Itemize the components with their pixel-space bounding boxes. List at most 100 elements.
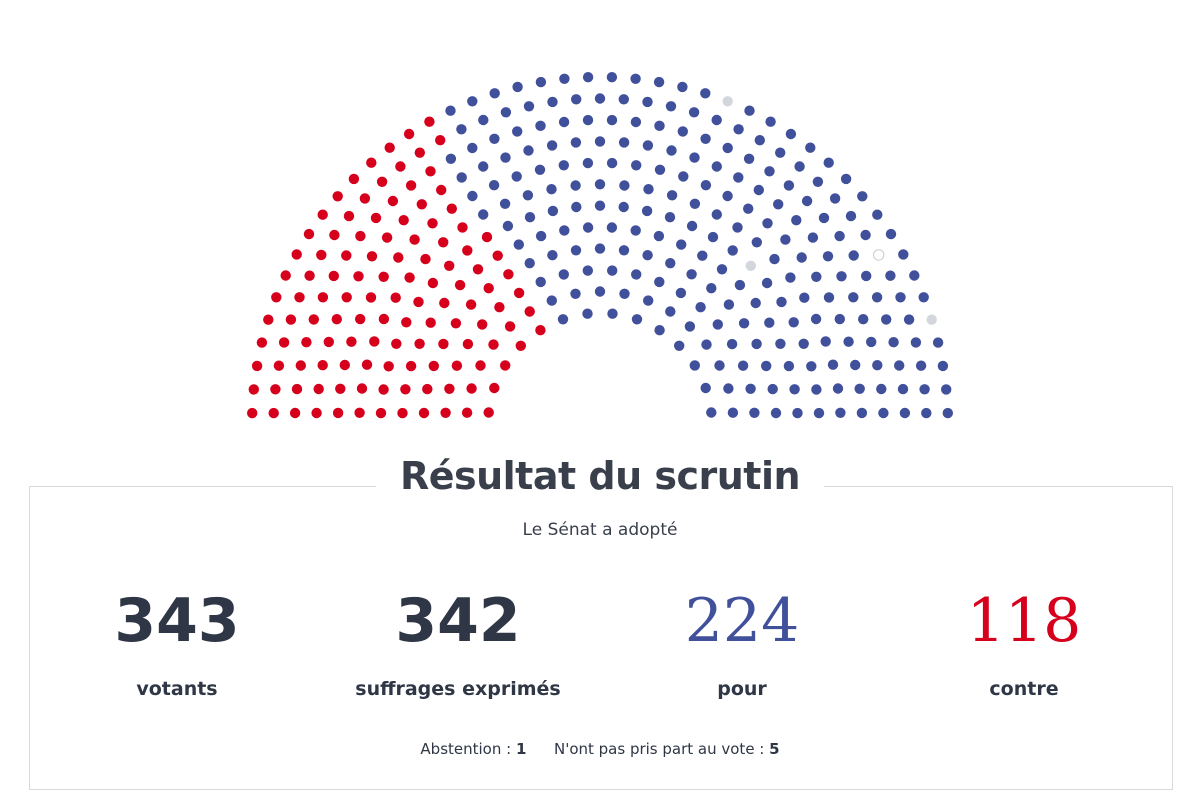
vote-footnote: Abstention : 1 N'ont pas pris part au vo… xyxy=(0,740,1200,758)
seat xyxy=(606,222,618,233)
seat xyxy=(488,339,499,350)
seat xyxy=(642,96,653,108)
seat xyxy=(409,234,420,245)
seat xyxy=(375,407,387,419)
stat-pour: 224 pour xyxy=(592,586,892,700)
seat xyxy=(674,340,685,351)
seat xyxy=(926,314,937,325)
seat xyxy=(355,313,366,325)
seat xyxy=(805,142,816,153)
seat xyxy=(689,198,701,209)
seat xyxy=(559,73,570,85)
seat xyxy=(618,245,630,256)
seat xyxy=(365,292,377,303)
seat xyxy=(684,321,696,332)
seat xyxy=(801,195,813,207)
seat xyxy=(522,190,534,201)
non-votants-value: 5 xyxy=(769,740,780,758)
seat xyxy=(712,319,723,330)
seat xyxy=(706,283,717,294)
seat xyxy=(810,313,822,325)
seat xyxy=(420,253,431,265)
seat xyxy=(832,383,844,394)
seat xyxy=(827,359,839,370)
seat xyxy=(751,237,762,248)
seat xyxy=(546,184,557,195)
seat xyxy=(446,203,457,214)
seat xyxy=(475,360,486,371)
seat xyxy=(789,384,800,395)
seat xyxy=(818,212,830,224)
seat xyxy=(403,128,415,140)
seat xyxy=(323,336,334,348)
seat xyxy=(716,264,728,275)
seat xyxy=(331,314,342,325)
seat xyxy=(414,147,425,158)
seat xyxy=(348,173,360,185)
seat xyxy=(313,383,324,395)
seat xyxy=(513,239,524,250)
seat xyxy=(734,279,746,291)
seat xyxy=(467,190,478,202)
seat xyxy=(387,195,399,207)
seat xyxy=(775,338,786,349)
seat xyxy=(304,270,315,281)
seat xyxy=(872,209,883,220)
seat xyxy=(798,338,809,349)
seat xyxy=(582,157,594,169)
seat xyxy=(654,164,666,175)
seat xyxy=(341,250,352,261)
seat xyxy=(769,253,780,265)
seat xyxy=(594,286,606,297)
seat xyxy=(700,88,711,99)
seat xyxy=(271,292,282,303)
seat xyxy=(291,383,303,395)
seat xyxy=(744,105,755,116)
seat xyxy=(427,218,438,229)
seat xyxy=(619,288,630,299)
seat xyxy=(450,318,462,329)
seat xyxy=(856,407,868,419)
seat xyxy=(494,302,505,313)
stat-pour-value: 224 xyxy=(684,586,800,656)
seat xyxy=(444,260,455,271)
result-subtitle: Le Sénat a adopté xyxy=(522,520,678,540)
seat xyxy=(630,225,641,236)
seat xyxy=(686,220,698,232)
seat xyxy=(456,124,467,135)
seat xyxy=(523,101,535,112)
seat xyxy=(689,360,700,371)
stat-contre: 118 contre xyxy=(874,586,1174,700)
seat xyxy=(706,407,717,418)
seat xyxy=(642,250,653,261)
seat xyxy=(398,215,409,226)
seat xyxy=(278,337,290,348)
seat xyxy=(547,96,558,108)
seat xyxy=(366,157,377,168)
seat xyxy=(397,407,408,419)
seat xyxy=(910,337,922,348)
seat xyxy=(466,383,477,394)
stat-suffrages: 342 suffrages exprimés xyxy=(308,586,608,700)
seat xyxy=(594,200,606,211)
seat xyxy=(653,76,665,88)
seat xyxy=(456,172,467,183)
seat xyxy=(631,160,642,171)
seat xyxy=(937,360,949,372)
seat xyxy=(722,142,733,154)
seat xyxy=(582,308,593,319)
seat xyxy=(780,234,791,245)
seat xyxy=(401,317,412,328)
seat xyxy=(885,270,896,281)
seat xyxy=(630,116,642,128)
seat xyxy=(317,292,329,303)
seat xyxy=(733,172,744,183)
seat xyxy=(343,210,355,222)
seat xyxy=(381,232,393,243)
seat xyxy=(425,166,436,177)
seat xyxy=(860,229,871,241)
seat xyxy=(570,137,582,148)
seat xyxy=(878,407,889,419)
seat xyxy=(873,249,885,261)
seat xyxy=(378,384,389,395)
